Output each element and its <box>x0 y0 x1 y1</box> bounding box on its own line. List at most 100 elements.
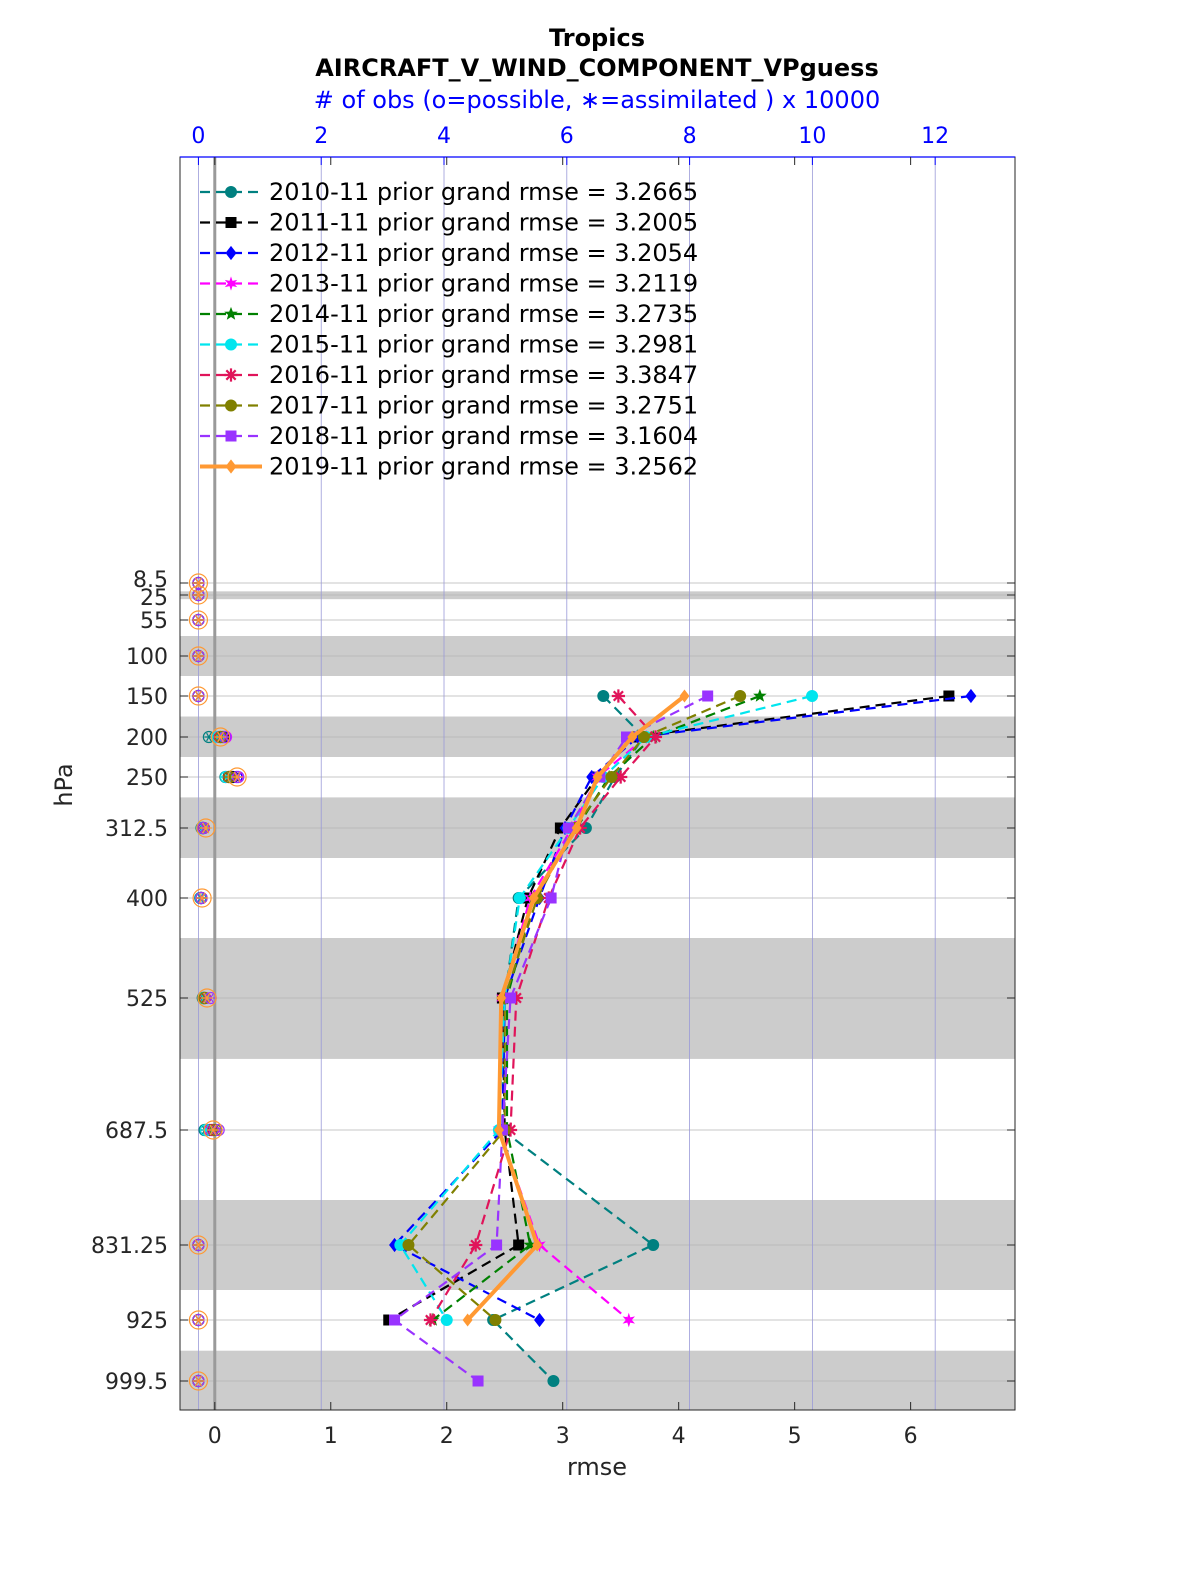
series-group <box>188 573 977 1391</box>
data-marker <box>423 1313 438 1327</box>
obs-possible-marker <box>188 1371 209 1391</box>
data-marker <box>523 1237 537 1251</box>
obs-possible-marker <box>192 888 212 908</box>
level-band <box>180 938 1015 1059</box>
obs-assimilated-marker <box>231 771 244 783</box>
obs-possible-marker <box>196 818 216 838</box>
x-tick-label: 3 <box>556 1424 570 1449</box>
obs-assimilated-marker <box>192 690 205 702</box>
y-tick-label: 925 <box>126 1309 168 1334</box>
data-marker <box>225 245 237 261</box>
data-marker <box>545 892 557 904</box>
top-tick-label: 0 <box>191 124 205 149</box>
series-line <box>492 695 655 1382</box>
y-tick-label: 55 <box>140 609 168 634</box>
legend-entry: 2013-11 prior grand rmse = 3.2119 <box>200 270 698 298</box>
y-tick-label: 831.25 <box>91 1234 168 1259</box>
obs-possible-marker <box>188 610 209 630</box>
chart-title: Tropics <box>549 24 645 52</box>
x-axis-label: rmse <box>567 1453 627 1481</box>
legend-entry: 2017-11 prior grand rmse = 3.2751 <box>200 392 698 420</box>
legend-label: 2014-11 prior grand rmse = 3.2735 <box>269 300 698 328</box>
data-marker <box>702 690 714 702</box>
data-marker <box>224 306 238 320</box>
y-tick-label: 312.5 <box>105 817 168 842</box>
top-tick-label: 10 <box>798 124 826 149</box>
data-marker <box>440 1314 453 1326</box>
data-marker <box>637 731 650 743</box>
legend-entry: 2018-11 prior grand rmse = 3.1604 <box>200 422 698 450</box>
data-marker <box>753 688 767 702</box>
legend: 2010-11 prior grand rmse = 3.2665 2011-11… <box>200 178 698 481</box>
data-marker <box>965 688 977 704</box>
obs-possible-marker <box>210 727 231 747</box>
top-tick-label: 2 <box>314 124 328 149</box>
data-marker <box>225 399 237 412</box>
legend-label: 2012-11 prior grand rmse = 3.2054 <box>269 239 698 267</box>
data-marker <box>679 689 690 703</box>
series-line <box>429 695 657 1321</box>
data-marker <box>225 338 237 351</box>
y-axis-label: hPa <box>50 763 78 806</box>
legend-label: 2017-11 prior grand rmse = 3.2751 <box>269 392 698 420</box>
data-marker <box>472 1375 484 1387</box>
legend-entry: 2012-11 prior grand rmse = 3.2054 <box>200 239 698 267</box>
legend-label: 2010-11 prior grand rmse = 3.2665 <box>269 178 698 206</box>
data-marker <box>225 459 237 474</box>
data-marker <box>534 1312 546 1328</box>
top-tick-label: 4 <box>437 124 451 149</box>
data-marker <box>469 1238 483 1252</box>
y-tick-label: 687.5 <box>105 1119 168 1144</box>
data-marker <box>563 822 575 834</box>
legend-label: 2015-11 prior grand rmse = 3.2981 <box>269 331 698 359</box>
data-marker <box>513 892 526 904</box>
data-marker <box>496 991 507 1005</box>
data-marker <box>627 730 638 744</box>
obs-assimilated-marker <box>192 1314 205 1326</box>
legend-entry: 2014-11 prior grand rmse = 3.2735 <box>200 300 698 328</box>
data-marker <box>592 770 603 784</box>
data-marker <box>614 770 628 784</box>
legend-entry: 2015-11 prior grand rmse = 3.2981 <box>200 331 698 359</box>
data-marker <box>806 690 819 702</box>
data-marker <box>224 276 238 291</box>
data-marker <box>647 1239 660 1251</box>
obs-possible-marker <box>188 646 209 666</box>
data-marker <box>225 186 237 198</box>
x-tick-label: 0 <box>208 1424 222 1449</box>
obs-assimilated-marker <box>196 892 209 904</box>
legend-label: 2016-11 prior grand rmse = 3.3847 <box>269 361 698 389</box>
data-marker <box>648 730 663 744</box>
obs-assimilated-marker <box>192 1239 205 1251</box>
x-tick-label: 4 <box>672 1424 686 1449</box>
obs-possible-marker <box>188 585 209 605</box>
data-marker <box>509 991 523 1005</box>
obs-assimilated-marker <box>192 650 205 662</box>
y-tick-label: 150 <box>126 685 168 710</box>
x-tick-label: 1 <box>324 1424 338 1449</box>
x-tick-label: 6 <box>904 1424 918 1449</box>
data-marker <box>734 690 747 702</box>
data-marker <box>943 690 955 702</box>
y-tick-label: 200 <box>126 726 168 751</box>
x-tick-label: 5 <box>788 1424 802 1449</box>
axis-ticks: 0 1 2 3 4 5 60 2 4 6 8 10 128.52555100150200250312.5… <box>91 124 1015 1449</box>
top-axis-label: # of obs (o=possible, ∗=assimilated ) x … <box>314 86 880 114</box>
obs-assimilated-marker <box>199 822 212 834</box>
legend-label: 2011-11 prior grand rmse = 3.2005 <box>269 209 698 237</box>
data-marker <box>622 1312 635 1328</box>
data-marker <box>224 368 238 382</box>
obs-assimilated-marker <box>214 731 227 743</box>
obs-possible-marker <box>197 988 217 1008</box>
y-tick-label: 250 <box>126 766 168 791</box>
shaded-bands <box>180 591 1015 1410</box>
obs-count-group <box>188 573 247 1391</box>
obs-assimilated-marker <box>201 992 214 1004</box>
data-marker <box>389 1314 401 1326</box>
legend-entry: 2011-11 prior grand rmse = 3.2005 <box>200 209 698 237</box>
obs-possible-marker <box>188 573 209 593</box>
top-tick-label: 12 <box>921 124 949 149</box>
chart-subtitle: AIRCRAFT_V_WIND_COMPONENT_VPguess <box>315 54 879 82</box>
data-marker <box>571 821 582 835</box>
